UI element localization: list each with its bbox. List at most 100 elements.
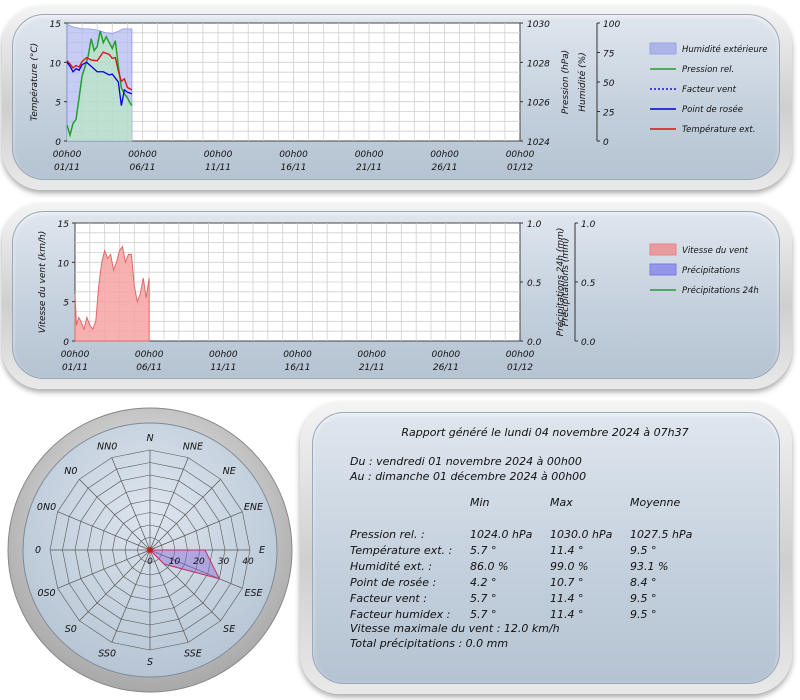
mid-axis-label: Précipitations (mm) xyxy=(560,238,571,327)
wind-rose-direction-label: ESE xyxy=(244,588,262,599)
x-axis-tick-date: 11/11 xyxy=(205,163,231,173)
wind-rose-direction-label: E xyxy=(259,545,265,556)
row-min: 1024.0 hPa xyxy=(470,527,533,541)
row-avg: 93.1 % xyxy=(630,559,669,573)
left-axis-tick: 5 xyxy=(63,299,69,309)
row-max: 11.4 ° xyxy=(550,591,584,605)
x-axis-tick-time: 00h00 xyxy=(61,350,90,360)
wind-rose: 0 10 20 30 40 N NNE NE ENE E ESE SE SSE S SS0 S0 0S0 0 0N0… xyxy=(7,407,293,693)
wind-rose-direction-label: N xyxy=(146,433,153,444)
dewpoint-line xyxy=(66,61,133,106)
wind-rose-direction-label: 0N0 xyxy=(37,502,56,513)
legend-label: Vitesse du vent xyxy=(682,246,749,256)
right-axis-tick: 0 xyxy=(603,138,609,148)
right-axis-tick: 50 xyxy=(603,79,615,89)
temperature-line xyxy=(66,51,133,91)
legend-swatch xyxy=(649,42,677,55)
pressure-line xyxy=(66,30,133,138)
row-max: 10.7 ° xyxy=(550,575,584,589)
wind-rose-spoke xyxy=(149,511,243,551)
legend-swatch xyxy=(649,243,677,256)
mid-axis-tick: 1024 xyxy=(527,138,550,148)
wind-rose-radial-tick: 0 xyxy=(147,557,153,567)
x-axis-tick-time: 00h00 xyxy=(128,150,157,160)
left-axis-tick: 10 xyxy=(50,59,62,69)
row-avg: 9.5 ° xyxy=(630,607,657,621)
wind-speed-area xyxy=(74,245,150,342)
wind-rose-direction-label: ENE xyxy=(244,502,263,513)
x-axis-tick-time: 00h00 xyxy=(506,350,535,360)
stats-header-min: Min xyxy=(470,495,490,509)
report-title: Rapport généré le lundi 04 novembre 2024… xyxy=(401,426,689,439)
legend-label: Précipitations 24h xyxy=(682,285,759,296)
stats-header-max: Max xyxy=(550,495,573,509)
left-axis-label: Vitesse du vent (km/h) xyxy=(38,231,48,333)
mid-axis-tick: 1030 xyxy=(527,20,550,30)
x-axis-tick-date: 26/11 xyxy=(433,363,459,373)
x-axis-tick-time: 00h00 xyxy=(135,350,164,360)
x-axis-tick-date: 16/11 xyxy=(285,363,311,373)
temperature-chart: 0 5 10 15 Température (°C) 1024 1026 1028 1030 Pr… xyxy=(29,20,767,173)
table-row: Pression rel. : 1024.0 hPa 1030.0 hPa 1027.… xyxy=(350,526,710,542)
mid-axis-tick: 1.0 xyxy=(527,220,542,230)
report-total-rain: Total précipitations : 0.0 mm xyxy=(350,637,509,650)
wind-rose-radial-tick: 20 xyxy=(193,557,205,567)
row-min: 4.2 ° xyxy=(470,575,497,589)
x-axis-tick-date: 21/11 xyxy=(359,363,385,373)
row-avg: 1027.5 hPa xyxy=(630,527,693,541)
wind-rose-spoke xyxy=(57,549,151,589)
row-avg: 8.4 ° xyxy=(630,575,657,589)
row-max: 11.4 ° xyxy=(550,607,584,621)
row-min: 5.7 ° xyxy=(470,607,497,621)
left-axis-label: Température (°C) xyxy=(29,43,40,121)
left-axis-tick: 5 xyxy=(55,99,61,109)
report-to: Au : dimanche 01 décembre 2024 à 00h00 xyxy=(350,470,587,483)
legend-swatch xyxy=(649,263,677,276)
row-label: Point de rosée : xyxy=(350,575,437,589)
x-axis-tick-date: 01/12 xyxy=(507,363,533,373)
row-label: Facteur humidex : xyxy=(350,607,451,621)
left-axis-tick: 15 xyxy=(58,220,70,230)
x-axis-tick-time: 00h00 xyxy=(209,350,238,360)
x-axis-tick-date: 11/11 xyxy=(210,363,236,373)
x-axis-tick-time: 00h00 xyxy=(204,150,233,160)
wind-rose-spoke xyxy=(149,457,189,551)
report-content: Rapport généré le lundi 04 novembre 2024… xyxy=(312,412,778,682)
mid-axis-label: Pression (hPa) xyxy=(561,50,571,114)
right-axis-tick: 0.0 xyxy=(581,338,596,348)
x-axis-tick-date: 26/11 xyxy=(432,163,458,173)
wind-rose-direction-label: SSE xyxy=(184,648,202,659)
wind-chart: 0 5 10 15 Vitesse du vent (km/h) 0.0 0.5 1.0 Pré… xyxy=(38,220,759,373)
right-axis-label: Humidité (%) xyxy=(577,52,588,111)
x-axis-tick-date: 01/11 xyxy=(62,363,88,373)
wind-rose-spoke xyxy=(149,479,221,551)
row-label: Facteur vent : xyxy=(350,591,427,605)
wind-rose-direction-label: NE xyxy=(223,466,236,477)
mid-axis-tick: 1026 xyxy=(527,99,550,109)
x-axis-tick-time: 00h00 xyxy=(279,150,308,160)
x-axis-tick-date: 06/11 xyxy=(130,163,156,173)
left-axis-tick: 15 xyxy=(50,20,62,30)
stats-header-label xyxy=(350,494,470,510)
report-panel xyxy=(300,402,792,694)
wind-rose-spoke xyxy=(149,549,189,643)
row-max: 11.4 ° xyxy=(550,543,584,557)
left-axis-tick: 10 xyxy=(58,259,70,269)
wind-rose-spoke xyxy=(149,549,243,589)
right-axis-tick: 0.5 xyxy=(581,279,596,289)
x-axis-tick-date: 21/11 xyxy=(356,163,382,173)
right-axis-label: Précipitations 24h (mm) xyxy=(555,228,566,337)
table-row: Humidité ext. : 86.0 % 99.0 % 93.1 % xyxy=(350,558,710,574)
report-max-wind: Vitesse maximale du vent : 12.0 km/h xyxy=(350,622,560,635)
wind-rose-radial-tick: 10 xyxy=(169,557,181,567)
x-axis-tick-time: 00h00 xyxy=(355,150,384,160)
x-axis-tick-date: 16/11 xyxy=(281,163,307,173)
legend-label: Humidité extérieure xyxy=(682,44,767,55)
wind-rose-center xyxy=(147,547,153,553)
wind-rose-direction-label: S xyxy=(147,657,153,668)
right-axis-tick: 75 xyxy=(603,50,615,60)
x-axis-tick-date: 01/11 xyxy=(54,163,80,173)
table-row: Point de rosée : 4.2 ° 10.7 ° 8.4 ° xyxy=(350,574,710,590)
row-label: Pression rel. : xyxy=(350,527,425,541)
row-max: 99.0 % xyxy=(550,559,589,573)
